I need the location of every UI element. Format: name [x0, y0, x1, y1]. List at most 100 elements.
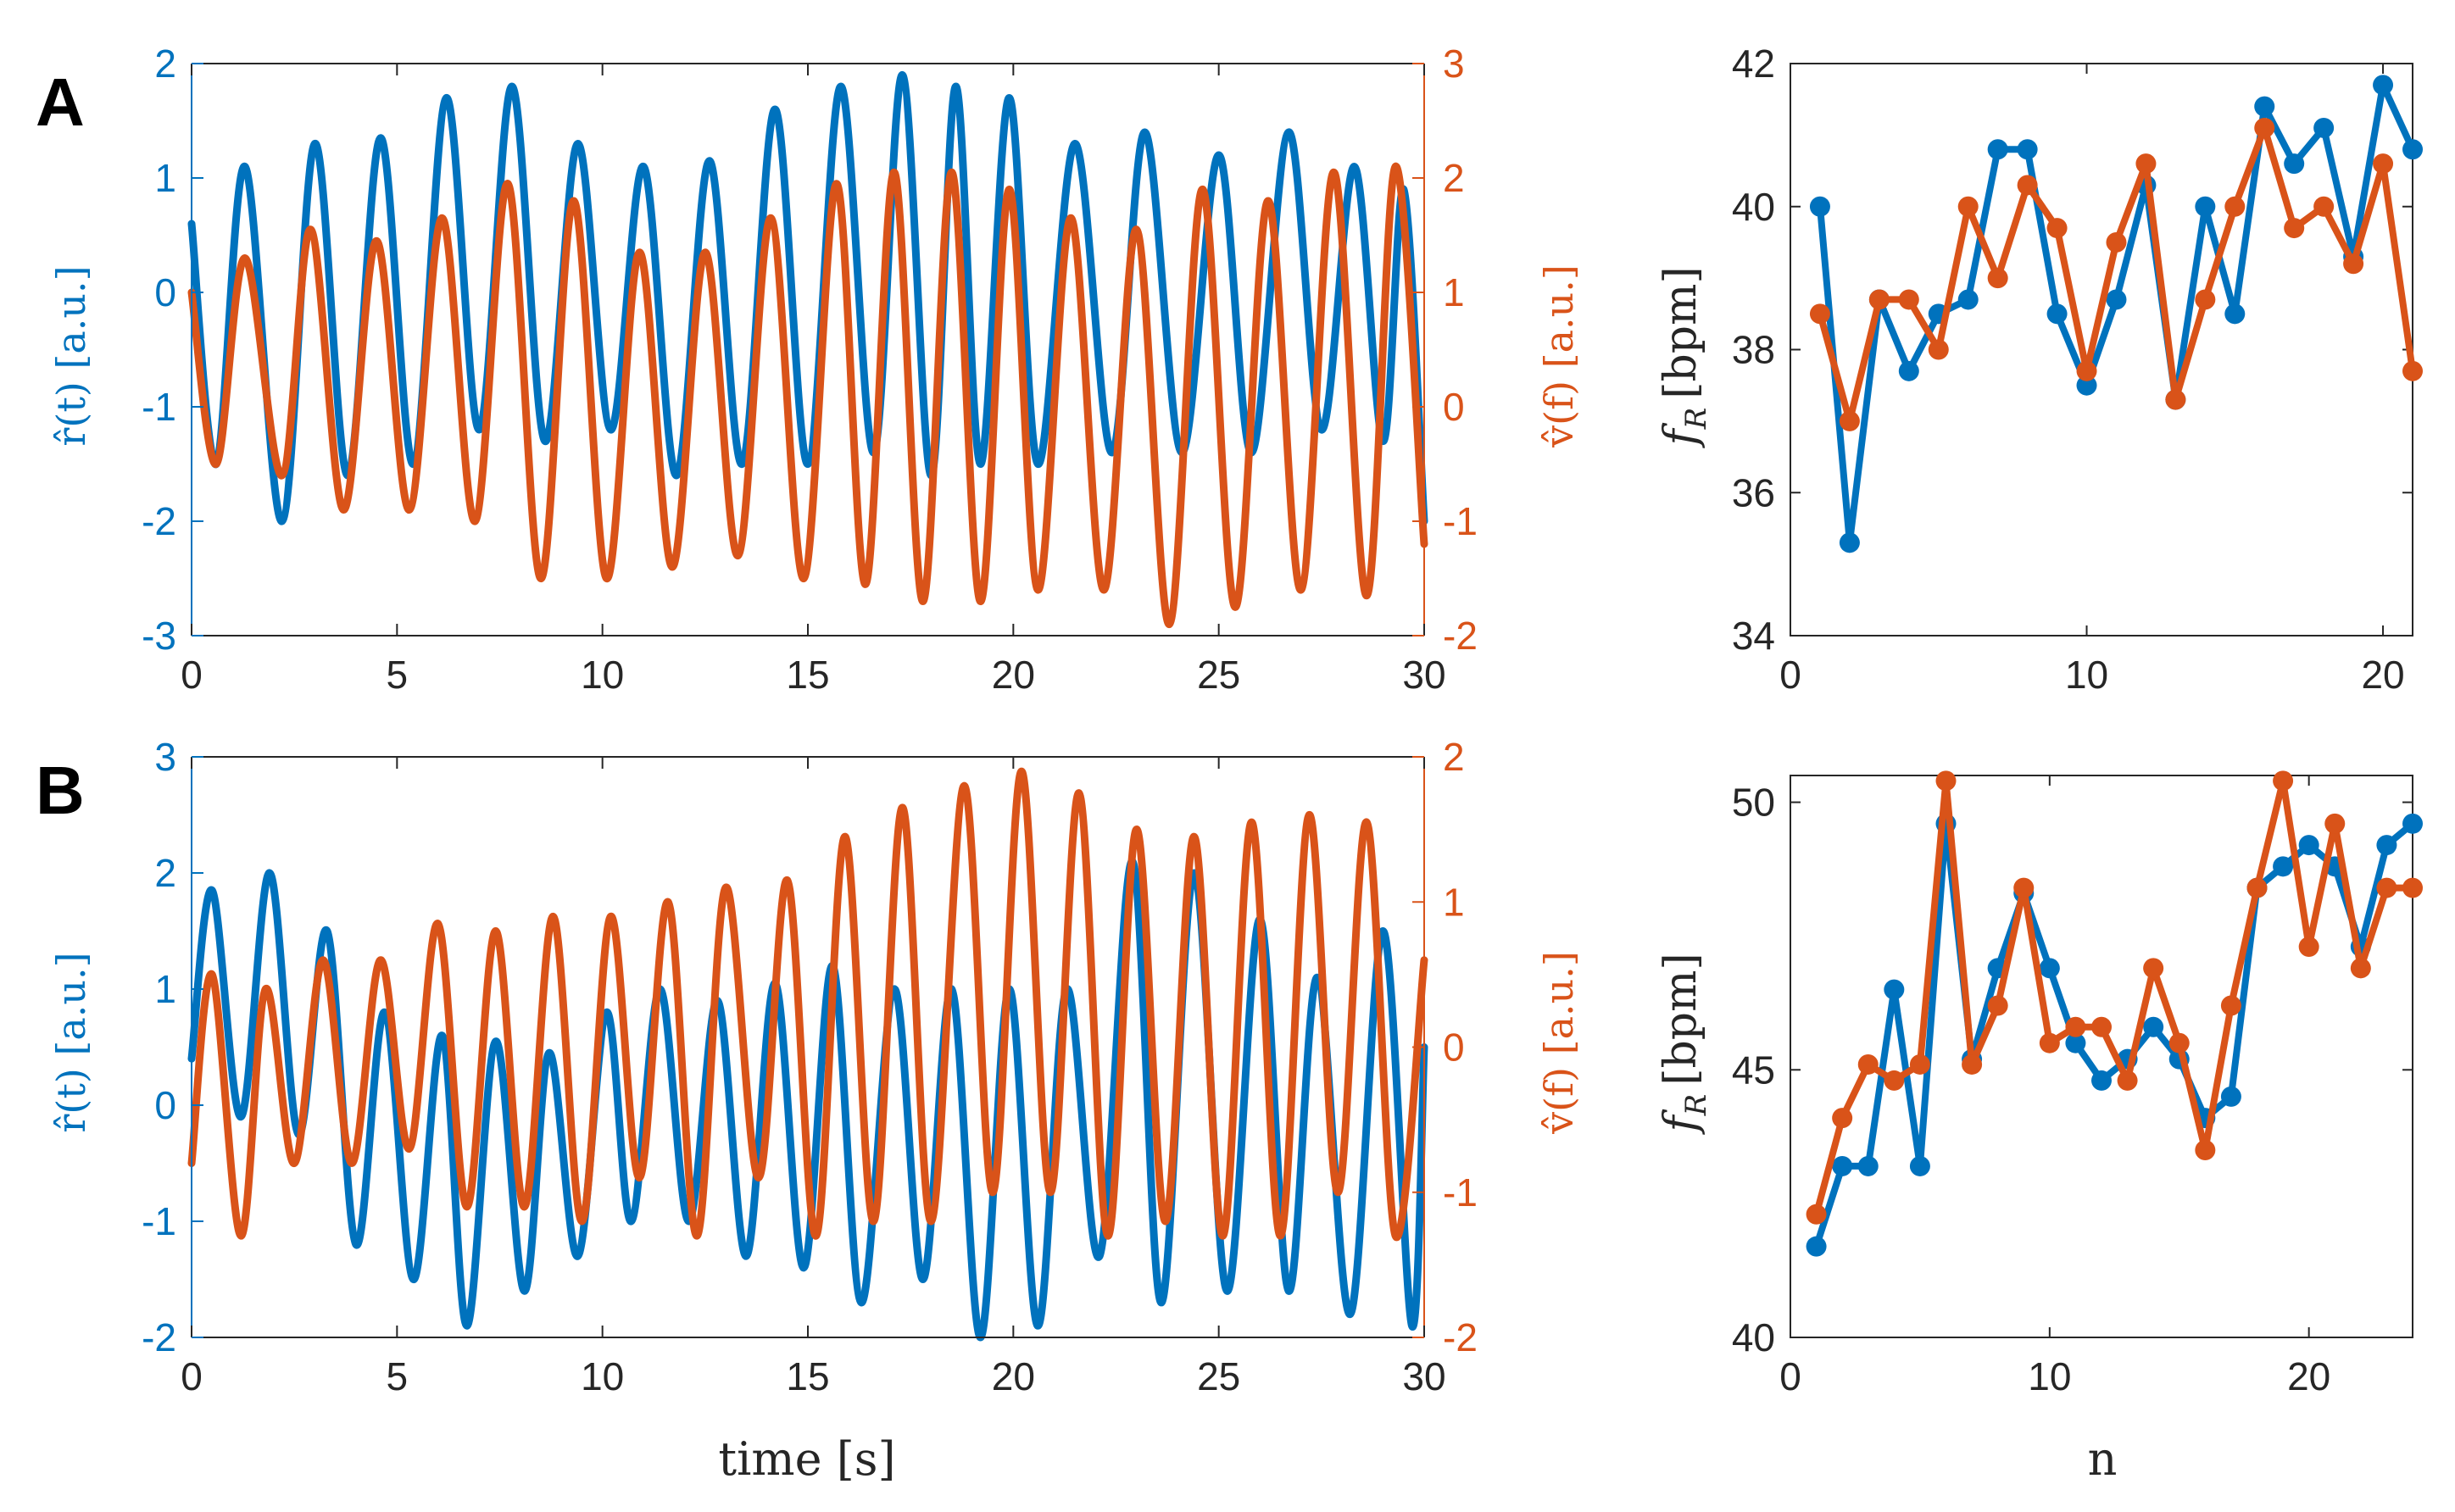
ylabel-fr-a: fR[bpm]	[1656, 266, 1713, 448]
data-point-A-n-orange	[1957, 196, 1979, 217]
panel-label-b: B	[36, 753, 85, 828]
data-point-B-n-blue	[2298, 835, 2319, 856]
x-tick-label: 10	[581, 653, 624, 697]
data-point-B-n-orange	[2220, 995, 2241, 1016]
x-tick-label: 30	[1402, 1354, 1445, 1398]
data-point-B-n-blue	[1832, 1155, 1853, 1176]
data-point-B-n-blue	[2065, 1032, 2086, 1053]
data-point-B-n-orange	[2350, 958, 2371, 979]
data-point-A-n-orange	[2402, 360, 2423, 381]
y-left-tick-label: -2	[142, 499, 176, 543]
data-point-B-n-orange	[2039, 1032, 2060, 1053]
chart-B-n: 0 10 20 40 45 50	[1732, 770, 2423, 1398]
y-left-tick-label: 2	[154, 42, 176, 86]
y-right-tick-label: -1	[1443, 1170, 1478, 1215]
data-point-A-n-blue	[1987, 139, 2008, 160]
data-point-A-n-orange	[1868, 289, 1890, 310]
y-left-tick-label: -2	[142, 1315, 176, 1359]
ylabel-r-a: r̂(t) [a.u.]	[48, 265, 94, 446]
x-tick-label: 25	[1197, 1354, 1240, 1398]
data-point-B-n-orange	[1987, 995, 2008, 1016]
data-point-A-n-blue	[1839, 532, 1860, 553]
data-point-A-n-orange	[2254, 117, 2275, 138]
y-tick-label: 42	[1732, 42, 1775, 86]
data-point-A-n-orange	[1928, 339, 1949, 360]
data-point-A-n-blue	[1957, 289, 1979, 310]
x-tick-label: 30	[1402, 653, 1445, 697]
data-point-B-n-orange	[1806, 1203, 1827, 1225]
data-point-B-n-orange	[1832, 1108, 1853, 1129]
data-point-B-n-orange	[2091, 1016, 2112, 1037]
ylabel-r-b: r̂(t) [a.u.]	[48, 952, 94, 1132]
y-right-tick-label: 2	[1443, 735, 1465, 779]
xlabel-n: n	[2088, 1432, 2118, 1486]
data-point-B-n-orange	[2013, 877, 2035, 898]
data-point-B-n-orange	[2065, 1016, 2086, 1037]
data-point-B-n-orange	[2376, 877, 2397, 898]
data-point-B-n-orange	[1962, 1053, 1983, 1075]
x-tick-label: 10	[581, 1354, 624, 1398]
y-right-tick-label: 1	[1443, 880, 1465, 924]
y-right-tick-label: 2	[1443, 156, 1465, 200]
data-point-A-n-orange	[2313, 196, 2335, 217]
data-point-A-n-blue	[1898, 360, 1919, 381]
data-point-B-n-orange	[2402, 877, 2423, 898]
data-point-A-n-orange	[1987, 268, 2008, 289]
y-tick-label: 34	[1732, 614, 1775, 658]
panel-label-a: A	[36, 64, 85, 140]
data-point-A-n-blue	[2313, 117, 2335, 138]
y-right-tick-label: 3	[1443, 42, 1465, 86]
xlabel-time: time [s]	[718, 1432, 895, 1486]
x-tick-label: 0	[181, 1354, 203, 1398]
data-point-A-n-orange	[2343, 253, 2364, 275]
y-left-tick-label: 3	[154, 735, 176, 779]
data-point-B-n-orange	[2246, 877, 2268, 898]
data-point-A-n-blue	[1809, 196, 1830, 217]
y-right-tick-label: -2	[1443, 614, 1478, 658]
data-point-A-n-orange	[1898, 289, 1919, 310]
ylabel-v-a: v̂(f) [a.u.]	[1536, 264, 1582, 448]
y-right-tick-label: -1	[1443, 499, 1478, 543]
data-point-A-n-orange	[2017, 175, 2038, 196]
y-tick-label: 38	[1732, 328, 1775, 372]
series-line-A-time-1	[187, 162, 1428, 629]
data-point-A-n-orange	[2106, 231, 2127, 253]
x-tick-label: 0	[1779, 1354, 1801, 1398]
data-point-A-n-orange	[1839, 410, 1860, 431]
data-point-A-n-orange	[1809, 303, 1830, 325]
axes-box	[1790, 775, 2413, 1338]
data-point-B-n-blue	[1806, 1236, 1827, 1257]
ylabel-v-b: v̂(f) [a.u.]	[1536, 951, 1582, 1135]
data-point-B-n-blue	[2376, 835, 2397, 856]
x-tick-label: 25	[1197, 653, 1240, 697]
x-tick-label: 10	[2065, 653, 2108, 697]
data-point-A-n-orange	[2165, 389, 2186, 410]
data-point-B-n-blue	[2143, 1016, 2164, 1037]
data-point-B-n-orange	[1857, 1053, 1879, 1075]
data-point-A-n-blue	[2284, 153, 2305, 175]
chart-A-time: 0 5 10 15 20 25 30 -3 -2 -1 0 1 2 -2 -1 0 1 2 3	[142, 42, 1478, 697]
data-point-B-n-blue	[1857, 1155, 1879, 1176]
y-left-tick-label: 0	[154, 1083, 176, 1127]
data-point-B-n-orange	[1935, 770, 1957, 792]
data-point-B-n-orange	[2195, 1140, 2216, 1160]
data-point-A-n-orange	[2284, 218, 2305, 239]
x-tick-label: 15	[786, 653, 829, 697]
y-left-tick-label: 2	[154, 851, 176, 895]
data-point-B-n-orange	[2298, 937, 2319, 958]
data-point-A-n-orange	[2135, 153, 2157, 175]
y-tick-label: 50	[1732, 781, 1775, 825]
data-point-A-n-orange	[2373, 153, 2394, 175]
y-tick-label: 40	[1732, 185, 1775, 229]
data-point-A-n-blue	[2402, 139, 2423, 160]
y-left-tick-label: 1	[154, 967, 176, 1011]
chart-A-n: 0 10 20 34 36 38 40 42	[1732, 42, 2423, 697]
data-point-B-n-blue	[1884, 979, 1905, 1000]
y-tick-label: 45	[1732, 1048, 1775, 1092]
data-point-B-n-orange	[2168, 1032, 2190, 1053]
data-point-B-n-orange	[1884, 1070, 1905, 1091]
y-left-tick-label: 0	[154, 270, 176, 314]
x-tick-label: 20	[992, 653, 1035, 697]
x-tick-label: 20	[2287, 1354, 2330, 1398]
